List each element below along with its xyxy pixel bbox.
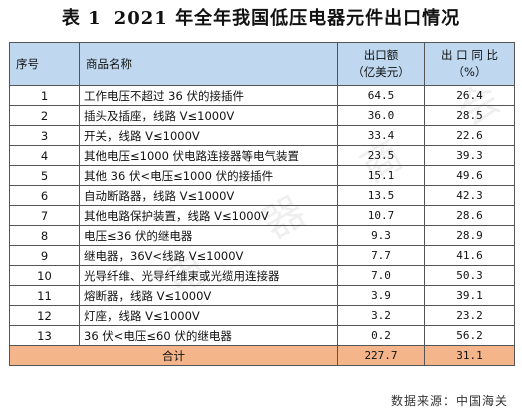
header-yoy-line2: （%） xyxy=(452,65,487,79)
table-row: 11 熔断器，线路 V≤1000V 3.9 39.1 xyxy=(9,285,515,306)
row-export-value: 9.3 xyxy=(337,225,425,246)
row-product-name: 其他电压≤1000 伏电路连接器等电气装置 xyxy=(79,145,338,166)
table-row: 2 插头及插座，线路 V≤1000V 36.0 28.5 xyxy=(9,105,515,126)
row-yoy-value: 28.9 xyxy=(424,225,515,246)
row-index: 9 xyxy=(9,245,80,266)
row-product-name: 工作电压不超过 36 伏的接插件 xyxy=(79,85,338,106)
table-row: 9 继电器，36V<线路 V≤1000V 7.7 41.6 xyxy=(9,245,515,266)
row-yoy-value: 39.3 xyxy=(424,145,515,166)
row-yoy-value: 39.1 xyxy=(424,285,515,306)
table-row: 3 开关，线路 V≤1000V 33.4 22.6 xyxy=(9,125,515,146)
table-row: 8 电压≤36 伏的继电器 9.3 28.9 xyxy=(9,225,515,246)
data-source: 数据来源：中国海关 xyxy=(390,394,508,408)
table-title: 表 1 2021 年全年我国低压电器元件出口情况 xyxy=(0,4,522,34)
row-product-name: 其他电路保护装置，线路 V≤1000V xyxy=(79,205,338,226)
row-index: 4 xyxy=(9,145,80,166)
table-row: 10 光导纤维、光导纤维束或光缆用连接器 7.0 50.3 xyxy=(9,265,515,286)
table-header: 序号 商品名称 出口额 （亿美元） 出 口 同 比 （%） xyxy=(9,42,515,86)
row-index: 10 xyxy=(9,265,80,286)
header-yoy-line1: 出 口 同 比 xyxy=(441,48,498,62)
header-export-line1: 出口额 xyxy=(363,48,399,62)
row-index: 12 xyxy=(9,305,80,326)
row-product-name: 插头及插座，线路 V≤1000V xyxy=(79,105,338,126)
header-name: 商品名称 xyxy=(79,42,338,86)
header-export-line2: （亿美元） xyxy=(352,65,410,79)
row-export-value: 10.7 xyxy=(337,205,425,226)
header-export: 出口额 （亿美元） xyxy=(337,42,425,86)
row-yoy-value: 26.4 xyxy=(424,85,515,106)
row-export-value: 36.0 xyxy=(337,105,425,126)
row-export-value: 7.0 xyxy=(337,265,425,286)
total-row: 合计 227.7 31.1 xyxy=(9,345,515,366)
table-title-text: 2021 年全年我国低压电器元件出口情况 xyxy=(113,8,461,29)
table-row: 1 工作电压不超过 36 伏的接插件 64.5 26.4 xyxy=(9,85,515,106)
row-export-value: 64.5 xyxy=(337,85,425,106)
row-product-name: 自动断路器，线路 V≤1000V xyxy=(79,185,338,206)
row-index: 2 xyxy=(9,105,80,126)
table-row: 7 其他电路保护装置，线路 V≤1000V 10.7 28.6 xyxy=(9,205,515,226)
total-export: 227.7 xyxy=(337,345,425,366)
row-yoy-value: 23.2 xyxy=(424,305,515,326)
row-yoy-value: 42.3 xyxy=(424,185,515,206)
total-label: 合计 xyxy=(9,345,338,366)
row-index: 8 xyxy=(9,225,80,246)
row-index: 1 xyxy=(9,85,80,106)
header-yoy: 出 口 同 比 （%） xyxy=(424,42,515,86)
row-yoy-value: 28.5 xyxy=(424,105,515,126)
row-product-name: 继电器，36V<线路 V≤1000V xyxy=(79,245,338,266)
row-export-value: 13.5 xyxy=(337,185,425,206)
row-yoy-value: 28.6 xyxy=(424,205,515,226)
row-yoy-value: 41.6 xyxy=(424,245,515,266)
row-index: 3 xyxy=(9,125,80,146)
row-export-value: 3.9 xyxy=(337,285,425,306)
row-product-name: 光导纤维、光导纤维束或光缆用连接器 xyxy=(79,265,338,286)
header-index: 序号 xyxy=(9,42,80,86)
row-export-value: 15.1 xyxy=(337,165,425,186)
row-product-name: 熔断器，线路 V≤1000V xyxy=(79,285,338,306)
row-product-name: 电压≤36 伏的继电器 xyxy=(79,225,338,246)
table-row: 12 灯座，线路 V≤1000V 3.2 23.2 xyxy=(9,305,515,326)
total-yoy: 31.1 xyxy=(424,345,515,366)
row-export-value: 33.4 xyxy=(337,125,425,146)
row-index: 11 xyxy=(9,285,80,306)
table-row: 5 其他 36 伏<电压≤1000 伏的接插件 15.1 49.6 xyxy=(9,165,515,186)
row-yoy-value: 50.3 xyxy=(424,265,515,286)
table-row: 6 自动断路器，线路 V≤1000V 13.5 42.3 xyxy=(9,185,515,206)
export-table: 序号 商品名称 出口额 （亿美元） 出 口 同 比 （%） 1 工作电压不超过 3… xyxy=(9,42,515,366)
row-yoy-value: 22.6 xyxy=(424,125,515,146)
table-number: 表 1 xyxy=(61,8,102,29)
row-index: 7 xyxy=(9,205,80,226)
table-row: 4 其他电压≤1000 伏电路连接器等电气装置 23.5 39.3 xyxy=(9,145,515,166)
row-index: 13 xyxy=(9,325,80,346)
row-product-name: 其他 36 伏<电压≤1000 伏的接插件 xyxy=(79,165,338,186)
row-export-value: 23.5 xyxy=(337,145,425,166)
table-body: 1 工作电压不超过 36 伏的接插件 64.5 26.4 2 插头及插座，线路 V≤100… xyxy=(9,85,515,366)
row-export-value: 3.2 xyxy=(337,305,425,326)
row-index: 6 xyxy=(9,185,80,206)
row-product-name: 灯座，线路 V≤1000V xyxy=(79,305,338,326)
row-yoy-value: 49.6 xyxy=(424,165,515,186)
row-product-name: 开关，线路 V≤1000V xyxy=(79,125,338,146)
row-product-name: 36 伏<电压≤60 伏的继电器 xyxy=(79,325,338,346)
row-yoy-value: 56.2 xyxy=(424,325,515,346)
table-row: 13 36 伏<电压≤60 伏的继电器 0.2 56.2 xyxy=(9,325,515,346)
row-index: 5 xyxy=(9,165,80,186)
row-export-value: 7.7 xyxy=(337,245,425,266)
row-export-value: 0.2 xyxy=(337,325,425,346)
